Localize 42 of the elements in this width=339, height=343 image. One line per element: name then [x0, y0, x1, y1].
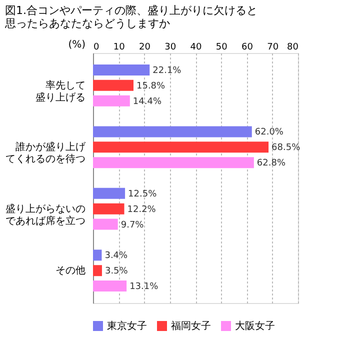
- bar: [93, 80, 134, 91]
- bar: [93, 203, 124, 214]
- x-tick-label: 60: [242, 42, 254, 52]
- x-tick-label: 50: [216, 42, 228, 52]
- bar: [93, 188, 126, 199]
- data-label: 9.7%: [120, 220, 144, 230]
- y-tick-label: 誰かが盛り上げてくれるのを待つ: [6, 141, 86, 166]
- data-label: 12.5%: [128, 189, 158, 200]
- data-label: 14.4%: [132, 96, 162, 107]
- bar: [93, 280, 127, 292]
- y-tick-label: その他: [56, 264, 86, 277]
- x-tick-label: 70: [267, 42, 279, 52]
- bar: [93, 95, 130, 106]
- data-label: 12.2%: [127, 204, 156, 215]
- x-tick-label: 20: [139, 42, 151, 52]
- y-tick-label: 率先して盛り上げる: [36, 79, 86, 104]
- data-label: 22.1%: [152, 66, 182, 76]
- bar: [93, 265, 102, 276]
- data-label: 13.1%: [130, 282, 159, 292]
- chart-title: 図1.合コンやパーティの際、盛り上がりに欠けると思ったらあなたならどうしますか: [4, 4, 258, 30]
- data-label: 3.5%: [104, 266, 128, 277]
- x-tick-label: 30: [164, 42, 176, 52]
- x-tick-label: 80: [287, 42, 299, 52]
- x-axis-title: (%): [68, 40, 86, 50]
- bar: [93, 142, 269, 153]
- data-label: 3.4%: [104, 251, 128, 262]
- data-label: 62.8%: [256, 158, 286, 169]
- legend-label: 東京女子: [107, 320, 147, 332]
- bar: [93, 126, 252, 138]
- data-label: 68.5%: [272, 143, 301, 154]
- x-tick-label: 0: [94, 42, 100, 52]
- x-tick-label: 10: [113, 42, 126, 52]
- bar: [93, 250, 102, 261]
- legend-label: 大阪女子: [235, 320, 275, 332]
- bar: [93, 157, 254, 168]
- bar: [93, 64, 150, 76]
- y-tick-label: 盛り上がらないのであれば席を立つ: [6, 202, 86, 227]
- data-label: 15.8%: [136, 81, 166, 92]
- legend-label: 福岡女子: [171, 320, 211, 332]
- bar: [93, 218, 118, 230]
- data-label: 62.0%: [254, 128, 284, 138]
- x-tick-label: 40: [190, 42, 202, 52]
